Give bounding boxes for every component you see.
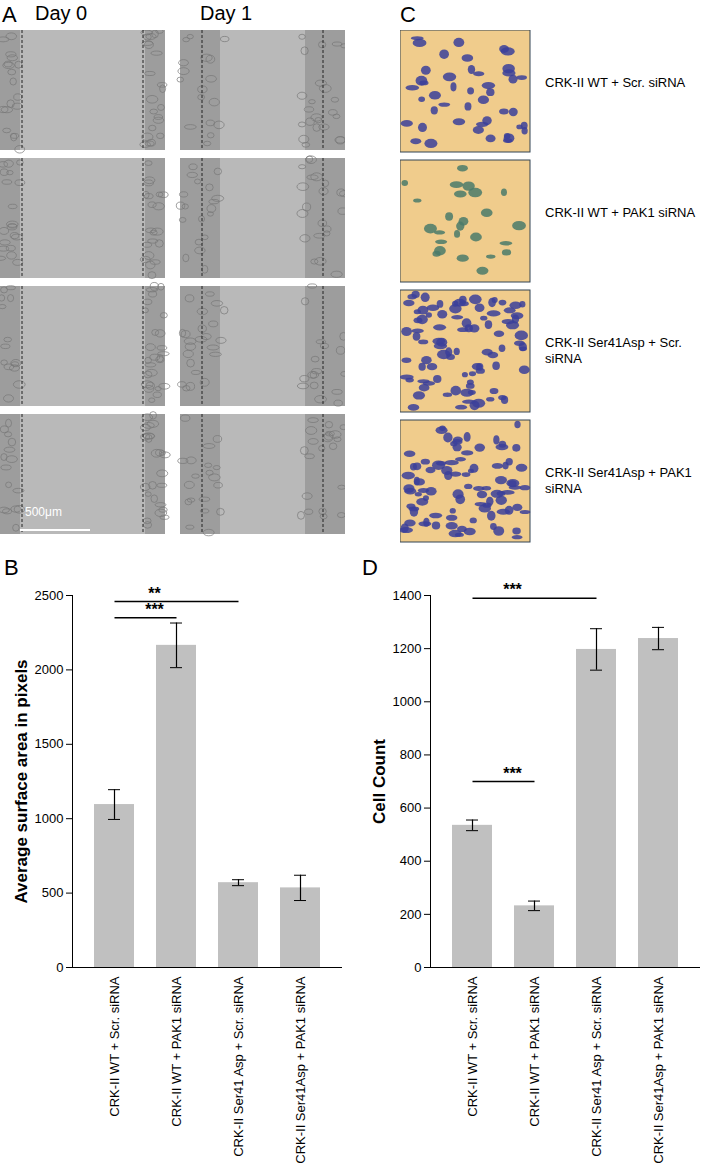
svg-text:1500: 1500	[35, 736, 64, 751]
svg-text:1200: 1200	[393, 641, 422, 656]
html-text:CRK-II Ser41Asp + Scr. siRNA: CRK-II Ser41Asp + Scr. siRNA	[545, 335, 682, 366]
svg-text:Average surface area in pixels: Average surface area in pixels	[12, 659, 31, 903]
svg-text:400: 400	[400, 853, 422, 868]
svg-text:600: 600	[400, 800, 422, 815]
svg-text:***: ***	[503, 581, 522, 598]
html-text:B: B	[4, 555, 19, 580]
svg-text:500: 500	[42, 885, 64, 900]
svg-text:0: 0	[56, 960, 63, 975]
svg-text:1000: 1000	[35, 811, 64, 826]
svg-text:0: 0	[414, 960, 421, 975]
svg-text:CRK-II Ser41Asp + PAK1 siRNA: CRK-II Ser41Asp + PAK1 siRNA	[293, 976, 308, 1164]
html-text:C: C	[400, 2, 416, 27]
svg-text:2000: 2000	[35, 662, 64, 677]
svg-text:800: 800	[400, 747, 422, 762]
svg-text:***: ***	[503, 765, 522, 782]
svg-text:CRK-II Ser41 Asp + Scr. siRNA: CRK-II Ser41 Asp + Scr. siRNA	[231, 976, 246, 1157]
svg-text:CRK-II WT + PAK1 siRNA: CRK-II WT + PAK1 siRNA	[527, 976, 542, 1126]
svg-text:CRK-II Ser41Asp + PAK1 siRNA: CRK-II Ser41Asp + PAK1 siRNA	[651, 976, 666, 1164]
html-text:CRK-II WT + PAK1 siRNA: CRK-II WT + PAK1 siRNA	[545, 205, 696, 220]
html-text:Day 1: Day 1	[200, 2, 253, 24]
html-text:500μm: 500μm	[25, 505, 62, 519]
svg-text:1000: 1000	[393, 694, 422, 709]
html-text:A: A	[2, 2, 17, 27]
svg-text:CRK-II WT + Scr. siRNA: CRK-II WT + Scr. siRNA	[465, 976, 480, 1117]
svg-text:200: 200	[400, 907, 422, 922]
html-text:D: D	[362, 555, 378, 580]
svg-text:Cell Count: Cell Count	[370, 739, 389, 824]
svg-text:**: **	[148, 585, 161, 602]
svg-text:CRK-II Ser41 Asp + Scr. siRNA: CRK-II Ser41 Asp + Scr. siRNA	[589, 976, 604, 1157]
svg-text:1400: 1400	[393, 588, 422, 603]
svg-text:***: ***	[145, 601, 164, 618]
svg-text:2500: 2500	[35, 588, 64, 603]
svg-text:CRK-II WT + PAK1 siRNA: CRK-II WT + PAK1 siRNA	[169, 976, 184, 1126]
svg-text:CRK-II WT + Scr. siRNA: CRK-II WT + Scr. siRNA	[107, 976, 122, 1117]
html-text:Day 0: Day 0	[35, 2, 88, 24]
html-text:CRK-II Ser41Asp + PAK1 siRNA: CRK-II Ser41Asp + PAK1 siRNA	[545, 465, 692, 496]
html-text:CRK-II WT + Scr. siRNA: CRK-II WT + Scr. siRNA	[545, 75, 686, 90]
